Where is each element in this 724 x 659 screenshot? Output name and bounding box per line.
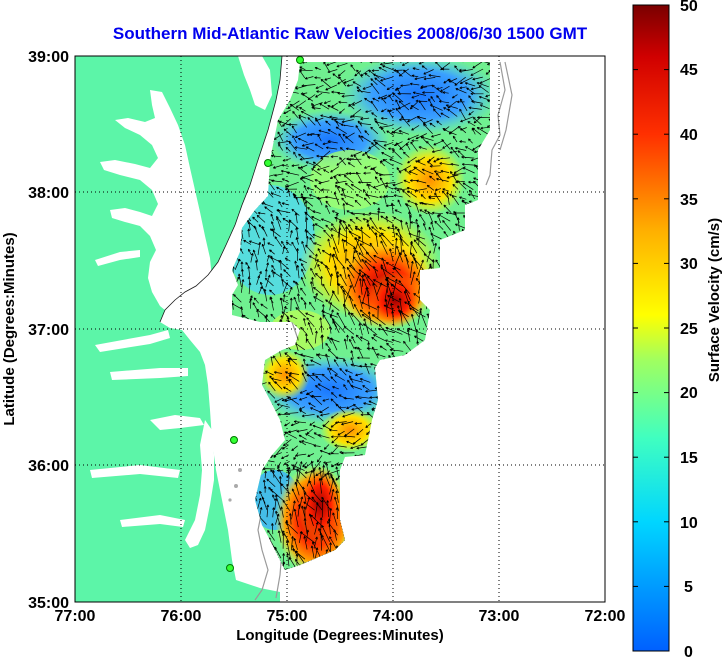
colorbar-tick-label: 50: [680, 0, 698, 15]
river-5: [95, 250, 140, 266]
colorbar: [632, 4, 670, 652]
river-1: [95, 330, 170, 352]
x-tick-label: 76:00: [161, 608, 202, 625]
pamlico-sound: [185, 420, 214, 548]
colorbar-tick-label: 35: [680, 192, 698, 209]
colorbar-tick-label: 10: [680, 515, 698, 532]
albemarle-sound: [150, 415, 204, 430]
bathymetry-contour: [485, 61, 513, 186]
land-mass: [75, 56, 282, 602]
chart-title: Southern Mid-Atlantic Raw Velocities 200…: [112, 24, 588, 43]
colorbar-tick-label: 20: [680, 385, 698, 402]
y-tick-label: 35:00: [28, 595, 69, 612]
colorbar-tick-label: 45: [680, 62, 698, 79]
colorbar-tick-label: 40: [680, 127, 698, 144]
y-tick-label: 38:00: [28, 185, 69, 202]
y-tick-label: 37:00: [28, 322, 69, 339]
delaware-bay: [238, 56, 272, 110]
island: [228, 498, 232, 502]
colorbar-ticks: [633, 69, 669, 587]
x-tick-label: 77:00: [55, 608, 96, 625]
y-tick-label: 39:00: [28, 49, 69, 66]
river-4: [120, 515, 185, 527]
x-axis-label: Longitude (Degrees:Minutes): [236, 627, 444, 644]
plot-area: [75, 56, 605, 602]
x-tick-label: 75:00: [267, 608, 308, 625]
colorbar-tick-labels: 50 45 40 35 30 25 20 15 10 5 0: [680, 0, 698, 659]
station-marker: [226, 564, 234, 572]
station-marker: [296, 56, 304, 64]
y-tick-labels: 39:00 38:00 37:00 36:00 35:00: [28, 49, 69, 612]
coast-outline: [159, 56, 283, 323]
colorbar-label: Surface Velocity (cm/s): [706, 218, 723, 382]
plot-frame: [74, 55, 606, 603]
colorbar-tick-label: 25: [680, 321, 698, 338]
island: [234, 484, 238, 488]
x-tick-label: 72:00: [585, 608, 626, 625]
colorbar-tick-label: 15: [680, 450, 698, 467]
river-2: [110, 368, 188, 380]
x-tick-labels: 77:00 76:00 75:00 74:00 73:00 72:00: [55, 608, 626, 625]
x-tick-label: 74:00: [373, 608, 414, 625]
y-tick-label: 36:00: [28, 458, 69, 475]
colorbar-tick-label: 5: [684, 579, 693, 596]
grid-lines: [75, 56, 605, 602]
station-marker: [264, 159, 272, 167]
river-3: [90, 465, 180, 478]
colorbar-tick-label: 30: [680, 256, 698, 273]
island: [238, 468, 242, 472]
y-axis-label: Latitude (Degrees:Minutes): [1, 232, 18, 425]
x-tick-label: 73:00: [479, 608, 520, 625]
colorbar-tick-label: 0: [684, 644, 693, 659]
chesapeake-bay: [100, 90, 212, 318]
station-marker: [230, 436, 238, 444]
